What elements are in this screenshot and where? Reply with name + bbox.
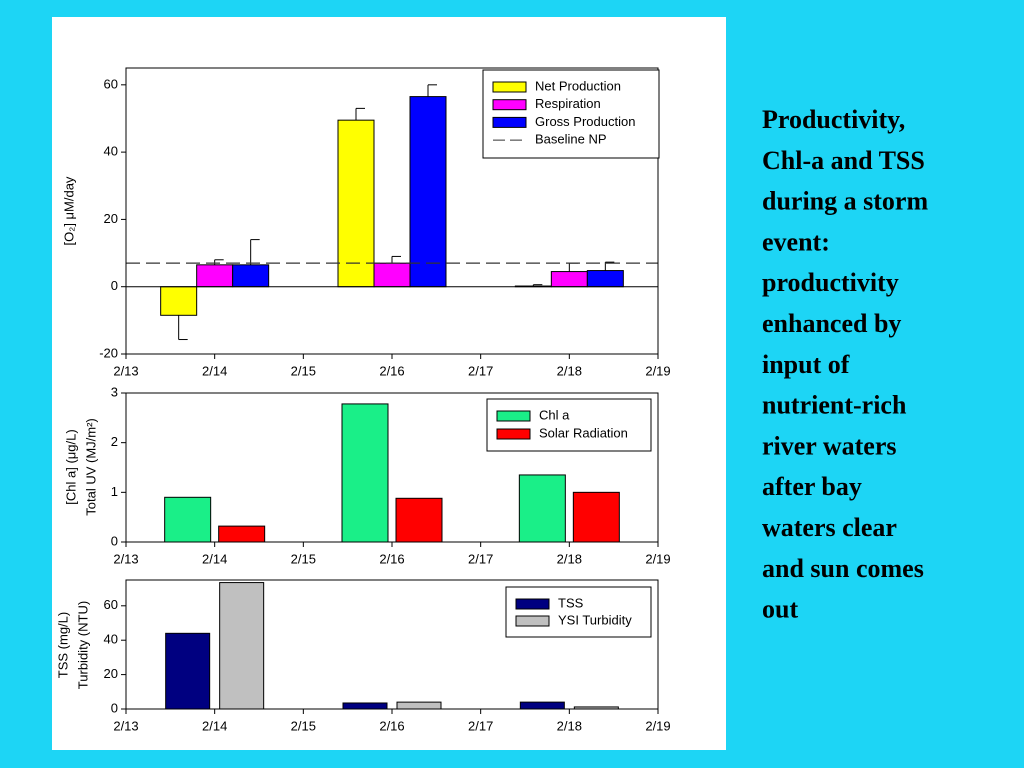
x-tick-label: 2/15 — [291, 718, 316, 733]
x-tick-label: 2/15 — [291, 363, 316, 378]
y-tick-label: 20 — [104, 211, 118, 226]
caption-line: river waters — [762, 431, 897, 460]
x-tick-label: 2/14 — [202, 363, 227, 378]
x-tick-label: 2/18 — [557, 363, 582, 378]
caption-line: nutrient-rich — [762, 391, 907, 420]
y-tick-label: 60 — [104, 597, 118, 612]
bar — [518, 474, 566, 543]
bar — [342, 702, 388, 710]
x-tick-label: 2/19 — [645, 718, 670, 733]
legend-label: TSS — [558, 595, 584, 610]
bar — [550, 271, 588, 288]
x-tick-label: 2/16 — [379, 363, 404, 378]
bar — [196, 264, 234, 288]
legend-swatch — [492, 116, 527, 128]
caption-line: Chl-a and TSS — [762, 146, 925, 175]
caption-line: productivity — [762, 268, 899, 297]
legend-label: YSI Turbidity — [558, 612, 632, 627]
y-axis-label: TSS (mg/L) — [55, 612, 70, 678]
caption-line: after bay — [762, 472, 862, 501]
y-tick-label: 40 — [104, 632, 118, 647]
bar — [337, 119, 375, 288]
bar — [409, 96, 447, 288]
x-tick-label: 2/19 — [645, 551, 670, 566]
legend-box — [486, 398, 652, 452]
x-tick-label: 2/14 — [202, 718, 227, 733]
y-tick-label: 0 — [111, 533, 118, 548]
caption-line: event: — [762, 227, 830, 256]
plot-frame — [125, 392, 659, 543]
y-axis-label: Turbidity (NTU) — [75, 601, 90, 689]
y-axis-label: [Chl a] (μg/L) — [63, 429, 78, 504]
bar — [219, 582, 265, 710]
bar — [164, 496, 212, 543]
legend-swatch — [492, 81, 527, 93]
legend-label: Chl a — [539, 407, 570, 422]
legend-swatch — [492, 99, 527, 111]
legend-swatch — [515, 598, 550, 610]
bar — [165, 632, 211, 710]
x-tick-label: 2/13 — [113, 718, 138, 733]
caption-line: input of — [762, 350, 850, 379]
x-tick-label: 2/14 — [202, 551, 227, 566]
bar — [232, 264, 270, 288]
y-tick-label: 40 — [104, 144, 118, 159]
legend-label: Net Production — [535, 78, 621, 93]
y-tick-label: 2 — [111, 434, 118, 449]
x-tick-label: 2/13 — [113, 363, 138, 378]
bar — [395, 497, 443, 543]
caption-line: waters clear — [762, 513, 897, 542]
caption-line: enhanced by — [762, 309, 901, 338]
y-tick-label: 60 — [104, 76, 118, 91]
x-tick-label: 2/17 — [468, 551, 493, 566]
x-tick-label: 2/18 — [557, 718, 582, 733]
bar — [341, 403, 389, 543]
legend-swatch — [515, 615, 550, 627]
y-tick-label: 20 — [104, 666, 118, 681]
bar — [519, 701, 565, 710]
caption-line: Productivity, — [762, 105, 905, 134]
x-tick-label: 2/18 — [557, 551, 582, 566]
caption-line: during a storm — [762, 187, 928, 216]
y-tick-label: 3 — [111, 384, 118, 399]
bar — [373, 262, 411, 288]
x-tick-label: 2/17 — [468, 363, 493, 378]
y-tick-label: 0 — [111, 700, 118, 715]
legend-label: Solar Radiation — [539, 425, 628, 440]
x-tick-label: 2/13 — [113, 551, 138, 566]
plot-frame — [125, 579, 659, 710]
x-tick-label: 2/17 — [468, 718, 493, 733]
bar — [396, 701, 442, 710]
plot-frame — [125, 67, 659, 355]
y-tick-label: -20 — [99, 345, 118, 360]
bar — [572, 491, 620, 543]
bar — [160, 286, 198, 316]
bar — [218, 525, 266, 543]
caption-line: out — [762, 595, 798, 624]
x-tick-label: 2/15 — [291, 551, 316, 566]
y-tick-label: 1 — [111, 484, 118, 499]
x-tick-label: 2/16 — [379, 718, 404, 733]
x-tick-label: 2/19 — [645, 363, 670, 378]
legend-swatch — [496, 410, 531, 422]
y-axis-label: [O₂] μM/day — [61, 176, 76, 245]
legend-label: Gross Production — [535, 114, 635, 129]
caption-line: and sun comes — [762, 554, 924, 583]
legend-swatch — [496, 428, 531, 440]
x-tick-label: 2/16 — [379, 551, 404, 566]
legend-label: Respiration — [535, 96, 601, 111]
y-tick-label: 0 — [111, 278, 118, 293]
y-axis-label: Total UV (MJ/m²) — [83, 418, 98, 516]
legend-label: Baseline NP — [535, 132, 607, 147]
legend-box — [505, 586, 652, 638]
bar — [586, 270, 624, 288]
